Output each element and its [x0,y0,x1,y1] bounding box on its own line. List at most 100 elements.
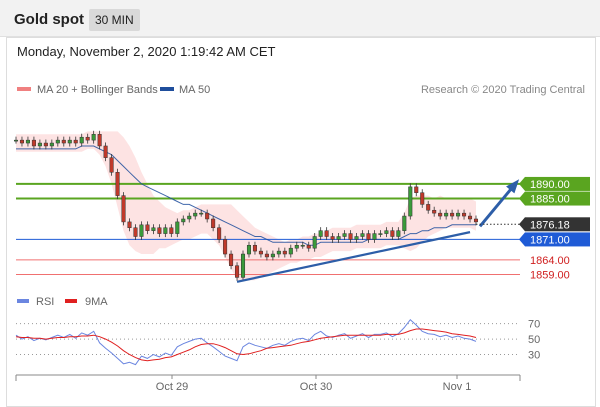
candle-body-1 [19,139,24,144]
candle-body-8 [61,139,66,144]
rsi-ma-legend-label: 9MA [85,296,108,308]
candle-body-21 [139,224,144,237]
level-label-3: 1871.00 [530,234,570,246]
candle-body-75 [462,212,467,217]
projection-arrow-line [478,184,516,228]
candle-body-50 [312,236,317,249]
rsi-plot: 70 50 30 [15,318,540,366]
instrument-title: Gold spot [14,11,84,28]
candle-body-71 [438,212,443,217]
timestamp: Monday, November 2, 2020 1:19:42 AM CET [17,44,276,59]
candle-body-32 [205,212,210,220]
chart-header: Gold spot 30 MIN [0,0,600,37]
candle-body-12 [85,136,90,141]
trend-line [236,231,471,283]
price-plot [13,130,520,283]
candle-body-55 [342,233,347,237]
x-axis: Oct 29 Oct 30 Nov 1 [15,374,521,393]
rsi-legend-swatch [17,299,29,303]
candle-body-26 [169,227,174,234]
level-tag-pointer-2 [519,217,525,232]
candle-body-73 [450,212,455,217]
x-tick-label-2: Nov 1 [443,381,472,393]
candle-body-18 [121,195,126,223]
candle-body-4 [37,142,42,147]
candle-body-69 [426,204,431,211]
candle-body-60 [372,233,377,240]
projection-arrowhead [506,179,520,194]
candle-body-48 [300,245,305,247]
candle-body-34 [217,227,222,240]
ma50-legend-swatch [160,87,174,91]
rsi-tick-label-2: 30 [528,350,540,362]
candle-body-72 [444,212,449,217]
level-tag-pointer-3 [519,232,525,247]
candle-body-76 [468,215,473,220]
level-tag-3 [525,232,590,247]
candle-body-54 [336,236,341,240]
candle-body-16 [109,157,114,173]
candle-body-51 [318,230,323,237]
level-label-1: 1885.00 [530,194,570,206]
legend: MA 20 + Bollinger Bands MA 50 Research ©… [17,84,585,96]
timeframe-badge[interactable]: 30 MIN [89,9,140,31]
candle-body-5 [43,142,48,147]
candle-body-68 [420,192,425,205]
candle-body-43 [270,253,275,258]
candle-body-40 [252,245,257,252]
candle-body-15 [103,145,108,158]
candle-body-77 [473,218,479,223]
candle-body-33 [211,218,216,228]
candle-body-49 [306,245,311,249]
candle-body-0 [13,139,19,142]
candle-body-61 [378,233,383,235]
candle-body-39 [246,245,252,255]
candle-body-59 [366,233,371,240]
candle-body-36 [229,253,234,266]
bollinger-legend-label: MA 20 + Bollinger Bands [37,84,158,96]
candle-body-38 [240,253,246,278]
candle-body-2 [25,139,30,144]
rsi-legend-label: RSI [36,296,54,308]
price-level-labels: 1890.00 1885.00 1876.18 1871.00 1864.00 1859.… [519,176,590,281]
candle-body-22 [145,224,150,231]
chart-panel [6,37,596,407]
level-label-5: 1859.00 [530,269,570,281]
candle-body-56 [348,233,353,240]
candle-body-65 [402,215,407,231]
candle-body-30 [193,212,198,217]
rsi-series-0 [15,318,477,366]
candle-body-47 [294,245,299,249]
rsi-series-1 [15,328,477,362]
candle-body-25 [163,227,168,234]
candle-body-57 [354,236,359,240]
candle-body-63 [390,230,395,237]
level-tag-2 [525,217,590,232]
level-label-2: 1876.18 [530,219,570,231]
level-tag-pointer-1 [519,191,525,206]
ma50-line [16,145,476,246]
x-tick-label-1: Oct 30 [300,381,332,393]
candle-body-3 [31,139,36,147]
candle-body-27 [175,221,180,234]
candle-body-45 [282,250,287,255]
candle-body-66 [408,186,413,217]
candle-body-19 [127,221,132,228]
level-tag-1 [525,191,590,206]
candle-body-37 [235,265,240,278]
candle-body-42 [264,253,269,258]
candle-body-20 [133,227,138,237]
bollinger-legend-swatch [17,87,31,91]
candle-body-64 [396,230,401,237]
candle-body-6 [49,142,54,147]
level-label-0: 1890.00 [530,179,570,191]
candle-body-67 [414,186,419,193]
rsi-ma-legend-swatch [65,299,77,303]
candle-body-41 [258,250,263,255]
candle-body-28 [181,218,186,223]
candle-body-24 [157,227,162,234]
candle-body-53 [330,236,335,240]
candle-body-13 [91,134,96,141]
level-label-4: 1864.00 [530,255,570,267]
